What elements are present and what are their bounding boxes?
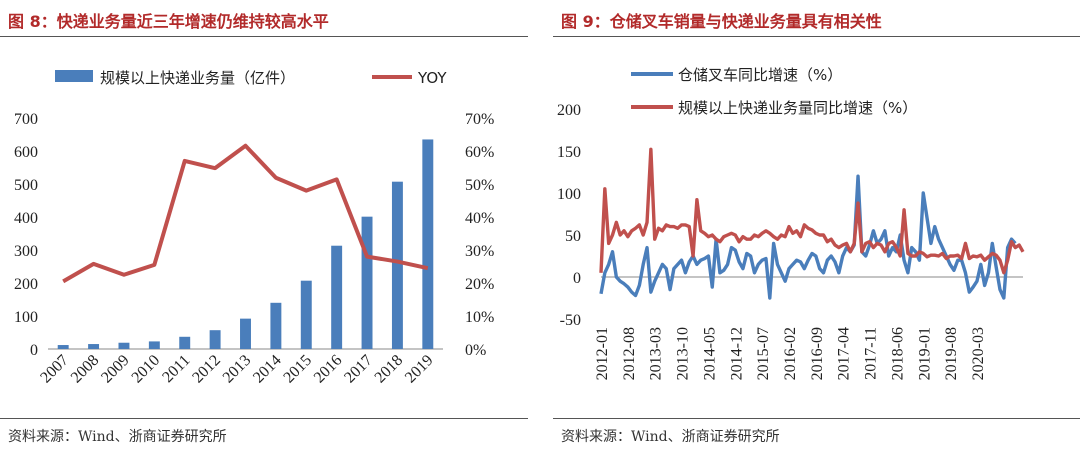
bar-2018	[391, 181, 403, 349]
y-tick-label: 100	[14, 309, 38, 326]
x-tick-label: 2015	[280, 352, 315, 387]
y-tick-label: 700	[14, 111, 38, 128]
x-tick-label: 2018-06	[889, 327, 906, 380]
right-line-chart: 仓储叉车同比增速（%） 规模以上快递业务量同比增速（%） -50 0 50 100 15…	[557, 66, 1025, 380]
bar-2015	[300, 280, 312, 349]
right-legend: 仓储叉车同比增速（%） 规模以上快递业务量同比增速（%）	[631, 66, 917, 117]
x-tick-label: 2014-12	[728, 327, 745, 380]
y-tick-label: 300	[14, 243, 38, 260]
y-tick-label: 0	[30, 342, 38, 359]
x-tick-label: 2017	[341, 352, 376, 387]
y2-tick-label: 20%	[465, 276, 494, 293]
bar-2014	[270, 302, 282, 349]
right-series-lines	[599, 147, 1025, 300]
bar-2013	[240, 318, 251, 349]
y-tick-label: 600	[14, 144, 38, 161]
legend-forklift-label: 仓储叉车同比增速（%）	[678, 66, 842, 84]
x-tick-label: 2018	[372, 352, 407, 387]
x-tick-label: 2016-09	[809, 327, 826, 380]
x-tick-label: 2012	[189, 352, 224, 387]
y-tick-label: 0	[573, 270, 581, 287]
left-source-note: 资料来源：Wind、浙商证券研究所	[8, 429, 227, 445]
yoy-polyline	[62, 143, 429, 284]
legend-express-label: 规模以上快递业务量同比增速（%）	[678, 99, 917, 117]
right-x-tick-labels: 2012-01 2012-08 2013-03 2013-10 2014-05 2014-…	[594, 327, 987, 380]
x-tick-label: 2012-01	[594, 327, 611, 380]
legend-line-label: YOY	[417, 69, 447, 87]
x-tick-label: 2016-02	[782, 327, 799, 380]
bar-2012	[209, 330, 221, 349]
right-source-rule	[553, 418, 1080, 419]
y2-tick-label: 70%	[465, 111, 494, 128]
x-tick-label: 2007	[37, 352, 72, 387]
express-growth-line	[599, 147, 1025, 275]
bar-2009	[118, 342, 130, 349]
y2-tick-label: 50%	[465, 177, 494, 194]
x-tick-label: 2019-01	[916, 327, 933, 380]
y-tick-label: 50	[565, 228, 581, 245]
x-tick-label: 2013-10	[675, 327, 692, 380]
bar-2017	[361, 216, 373, 349]
x-tick-label: 2014	[250, 352, 285, 387]
bar-2019	[422, 139, 434, 349]
x-tick-label: 2012-08	[621, 327, 638, 380]
x-tick-label: 2017-11	[863, 327, 880, 380]
left-axes: 0 100 200 300 400 500 600 700 0% 10% 20% 30% 40% 50% 6…	[14, 111, 494, 359]
y2-tick-label: 10%	[465, 309, 494, 326]
left-legend: 规模以上快递业务量（亿件） YOY	[55, 69, 447, 87]
x-tick-label: 2020-03	[970, 327, 987, 380]
y-tick-label: -50	[560, 312, 581, 329]
legend-bar-swatch	[55, 70, 93, 82]
bar-2016	[331, 245, 343, 349]
left-bar-line-chart: 规模以上快递业务量（亿件） YOY 0 100 200 300 400 500 600 700…	[14, 69, 494, 387]
legend-bar-label: 规模以上快递业务量（亿件）	[100, 69, 295, 87]
x-tick-label: 2013-03	[648, 327, 665, 380]
forklift-growth-line	[599, 174, 1017, 300]
x-tick-label: 2016	[311, 352, 346, 387]
x-tick-label: 2014-05	[701, 327, 718, 380]
right-axes: -50 0 50 100 150 200	[557, 102, 1023, 329]
left-yoy-line	[62, 143, 429, 284]
right-chart-title: 图 9：仓储叉车销量与快递业务量具有相关性	[561, 12, 882, 31]
bar-2007	[57, 345, 69, 349]
bar-2010	[148, 341, 160, 349]
x-tick-label: 2013	[220, 352, 255, 387]
y2-tick-label: 30%	[465, 243, 494, 260]
right-chart-panel: 图 9：仓储叉车销量与快递业务量具有相关性 仓储叉车同比增速（%） 规模以上快递…	[553, 0, 1080, 454]
left-title-rule	[0, 36, 528, 37]
x-tick-label: 2015-07	[755, 327, 772, 380]
x-tick-label: 2019	[402, 352, 437, 387]
left-x-tick-labels: 2007200820092010201120122013201420152016…	[37, 352, 436, 387]
y2-tick-label: 40%	[465, 210, 494, 227]
x-tick-label: 2019-08	[943, 327, 960, 380]
x-tick-label: 2011	[159, 352, 193, 386]
left-bars	[57, 139, 434, 349]
x-tick-label: 2010	[129, 352, 164, 387]
bar-2011	[179, 336, 191, 349]
right-source-note: 资料来源：Wind、浙商证券研究所	[561, 429, 780, 445]
y-tick-label: 100	[557, 186, 581, 203]
x-tick-label: 2008	[68, 352, 103, 387]
y-tick-label: 500	[14, 177, 38, 194]
right-title-rule	[553, 36, 1080, 37]
bar-2008	[88, 344, 100, 349]
x-tick-label: 2017-04	[836, 327, 853, 380]
y2-tick-label: 0%	[465, 342, 486, 359]
y-tick-label: 200	[14, 276, 38, 293]
y-tick-label: 150	[557, 144, 581, 161]
y-tick-label: 200	[557, 102, 581, 119]
left-chart-title: 图 8：快递业务量近三年增速仍维持较高水平	[8, 12, 329, 31]
left-source-rule	[0, 418, 528, 419]
x-tick-label: 2009	[98, 352, 133, 387]
left-chart-panel: 图 8：快递业务量近三年增速仍维持较高水平 规模以上快递业务量（亿件） YOY …	[0, 0, 528, 454]
y2-tick-label: 60%	[465, 144, 494, 161]
y-tick-label: 400	[14, 210, 38, 227]
